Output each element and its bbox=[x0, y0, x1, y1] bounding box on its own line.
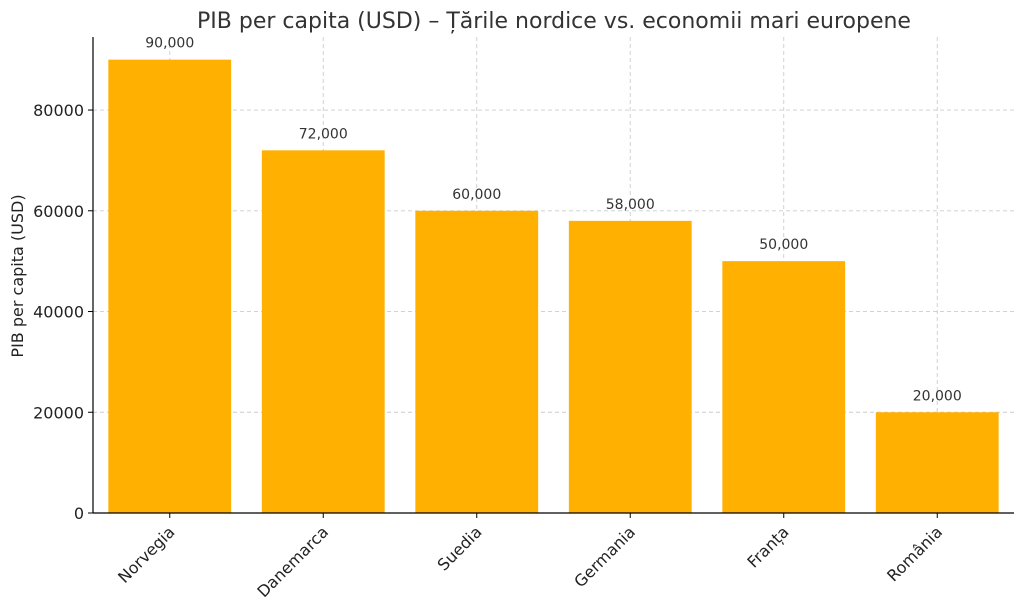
x-tick-label: Norvegia bbox=[114, 522, 178, 586]
y-axis: 0 20000 40000 60000 80000 bbox=[33, 101, 93, 523]
bars bbox=[108, 59, 999, 514]
bar-danemarca bbox=[261, 150, 385, 514]
x-tick-label: Franța bbox=[743, 522, 792, 571]
x-tick-label: România bbox=[883, 522, 946, 585]
data-labels: 90,000 72,000 60,000 58,000 50,000 20,000 bbox=[145, 36, 962, 405]
data-label: 58,000 bbox=[606, 197, 655, 213]
y-tick-label: 0 bbox=[74, 504, 84, 523]
bar-suedia bbox=[415, 210, 539, 513]
data-label: 72,000 bbox=[299, 126, 348, 142]
data-label: 50,000 bbox=[759, 237, 808, 253]
bar-norvegia bbox=[108, 59, 232, 514]
y-tick-label: 40000 bbox=[33, 303, 84, 322]
y-axis-label: PIB per capita (USD) bbox=[8, 194, 27, 357]
data-label: 90,000 bbox=[145, 36, 194, 52]
chart-title: PIB per capita (USD) – Țările nordice vs… bbox=[197, 9, 911, 34]
x-tick-label: Germania bbox=[570, 522, 639, 591]
x-tick-label: Suedia bbox=[434, 522, 486, 574]
data-label: 20,000 bbox=[913, 388, 962, 404]
bar-românia bbox=[875, 412, 999, 513]
y-tick-label: 20000 bbox=[33, 403, 84, 422]
x-axis: Norvegia Danemarca Suedia Germania Franța Rom… bbox=[114, 513, 946, 601]
bar-germania bbox=[568, 220, 692, 513]
y-tick-label: 60000 bbox=[33, 202, 84, 221]
x-tick-label: Danemarca bbox=[253, 522, 332, 601]
data-label: 60,000 bbox=[452, 187, 501, 203]
bar-franța bbox=[722, 261, 846, 513]
y-tick-label: 80000 bbox=[33, 101, 84, 120]
